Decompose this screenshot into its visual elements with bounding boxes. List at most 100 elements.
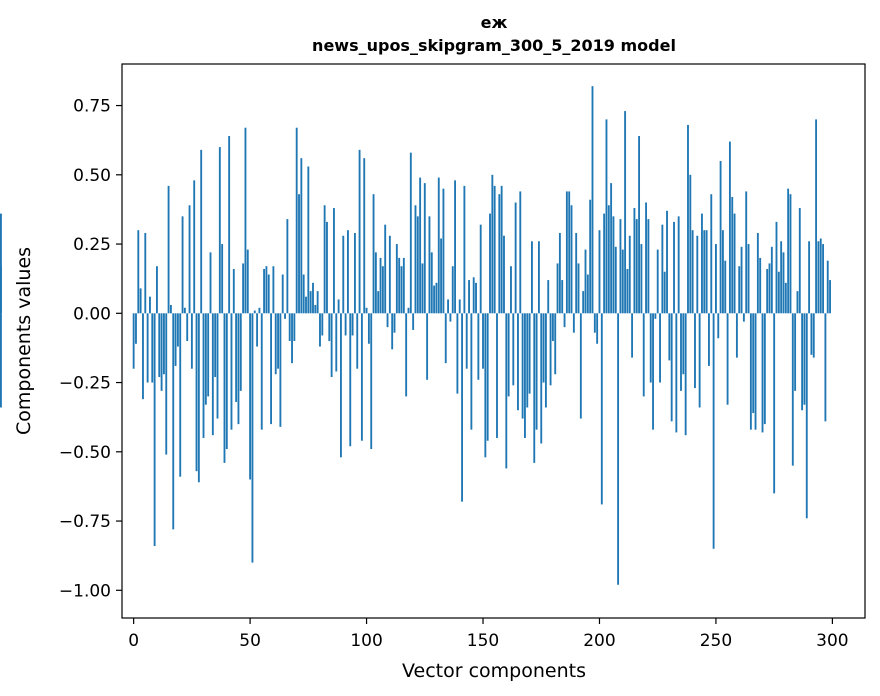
bar-component-157 — [498, 194, 501, 314]
bar-component-156 — [496, 313, 498, 438]
y-tick-label: −0.50 — [59, 443, 111, 463]
bar-component-215 — [633, 208, 636, 314]
bar-component-148 — [477, 313, 480, 380]
bar-component-undefined — [0, 266, 2, 314]
bar-component-281 — [787, 188, 790, 314]
bar-component-248 — [710, 194, 713, 314]
bar-component-171 — [530, 241, 533, 314]
bar-component-199 — [596, 313, 599, 344]
bar-component-4 — [142, 313, 144, 400]
bar-component-174 — [537, 241, 540, 314]
bar-component-291 — [810, 313, 813, 355]
bar-component-28 — [197, 313, 200, 483]
bar-component-294 — [817, 241, 820, 314]
bar-component-61 — [274, 313, 277, 375]
bar-component-113 — [395, 244, 398, 314]
bar-component-87 — [335, 313, 338, 372]
bar-component-184 — [561, 280, 564, 314]
bar-component-121 — [414, 205, 417, 314]
bar-component-201 — [600, 313, 603, 505]
bar-component-249 — [712, 313, 715, 549]
bar-component-0 — [132, 313, 135, 369]
bar-component-106 — [379, 257, 382, 314]
bar-component-177 — [544, 313, 547, 408]
bar-component-77 — [312, 282, 314, 314]
bar-component-80 — [319, 313, 321, 347]
bar-component-119 — [409, 152, 412, 314]
bar-component-81 — [321, 313, 324, 336]
bar-component-284 — [794, 313, 797, 391]
bar-component-297 — [824, 313, 827, 422]
bar-component-273 — [768, 263, 771, 314]
bar-component-296 — [822, 244, 825, 314]
bar-component-21 — [181, 216, 184, 314]
bar-component-18 — [174, 313, 177, 366]
bar-component-89 — [340, 313, 342, 458]
bar-component-277 — [777, 271, 780, 314]
bar-component-68 — [291, 313, 293, 364]
bar-component-202 — [603, 213, 606, 314]
bar-component-73 — [302, 274, 305, 314]
y-tick-label: 0.25 — [73, 235, 111, 255]
bar-component-30 — [202, 313, 205, 438]
y-tick-label: 0.75 — [73, 97, 111, 117]
bar-component-266 — [752, 313, 755, 414]
bar-component-160 — [505, 313, 508, 469]
bar-component-116 — [402, 257, 405, 314]
bar-component-100 — [365, 307, 368, 314]
bar-component-20 — [179, 313, 182, 477]
bars-group — [0, 86, 831, 585]
bar-component-9 — [153, 313, 156, 546]
bar-component-253 — [721, 230, 724, 314]
y-tick-label: −1.00 — [59, 581, 111, 601]
bar-component-29 — [200, 149, 203, 314]
bar-component-163 — [512, 313, 515, 386]
bar-component-274 — [770, 246, 773, 314]
bar-component-49 — [246, 249, 249, 314]
bar-component-57 — [265, 266, 268, 314]
bar-component-86 — [333, 208, 335, 314]
bar-component-165 — [517, 313, 519, 411]
bar-component-268 — [756, 232, 759, 314]
bar-component-181 — [554, 313, 557, 375]
bar-component-8 — [151, 313, 154, 383]
bar-component-72 — [300, 158, 303, 314]
y-tick-label: −0.25 — [59, 374, 111, 394]
bar-component-122 — [416, 216, 419, 314]
bar-component-36 — [216, 313, 219, 419]
bar-component-16 — [169, 304, 172, 314]
bar-component-217 — [638, 136, 641, 314]
bar-component-74 — [305, 296, 307, 314]
bar-component-53 — [256, 313, 259, 347]
bar-component-221 — [647, 219, 650, 314]
bar-component-200 — [598, 230, 601, 314]
bar-component-254 — [724, 260, 727, 314]
bar-component-60 — [272, 266, 275, 314]
bar-component-47 — [242, 263, 245, 314]
bar-component-158 — [500, 185, 503, 314]
bar-component-153 — [489, 213, 491, 314]
bar-component-120 — [412, 313, 415, 330]
bar-component-5 — [144, 232, 147, 314]
bar-component-206 — [612, 216, 615, 314]
bar-component-22 — [183, 307, 186, 314]
bar-component-117 — [405, 313, 408, 397]
bar-component-205 — [610, 183, 613, 314]
bar-component-209 — [619, 219, 622, 314]
bar-component-216 — [635, 219, 638, 314]
bar-component-223 — [652, 313, 654, 430]
bar-component-96 — [356, 313, 359, 369]
bar-component-211 — [624, 111, 627, 314]
bar-component-259 — [735, 313, 738, 358]
bar-component-10 — [156, 266, 158, 314]
bar-component-237 — [684, 313, 687, 436]
bar-component-173 — [535, 313, 538, 430]
bar-component-265 — [749, 313, 752, 430]
bar-component-167 — [521, 313, 524, 419]
bar-component-46 — [239, 313, 242, 391]
bar-component-85 — [330, 313, 333, 378]
bar-component-123 — [419, 177, 422, 314]
bar-component-139 — [456, 313, 459, 394]
bar-component-42 — [230, 313, 233, 430]
